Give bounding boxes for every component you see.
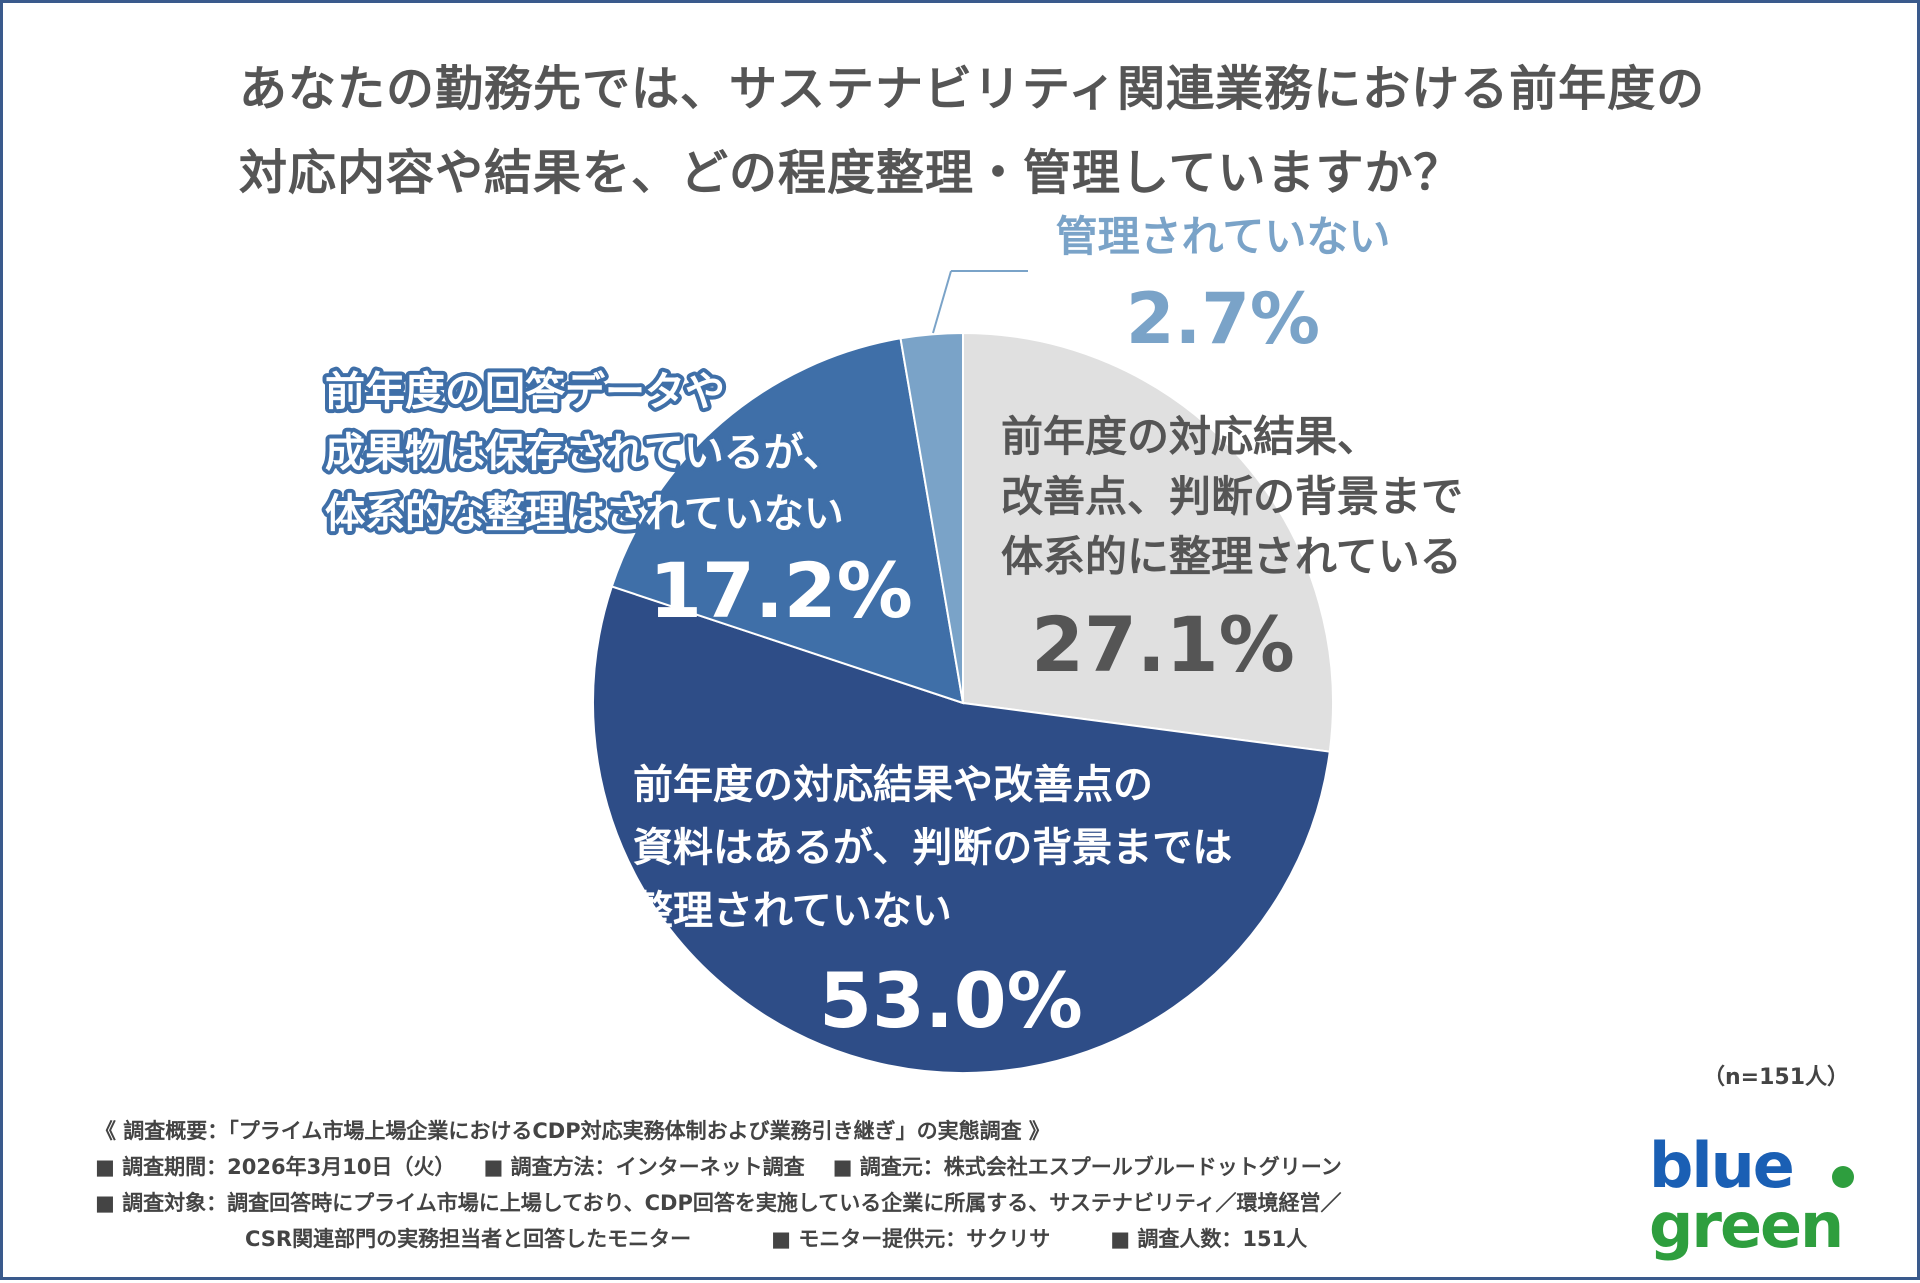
slice-label-3-line-1: 管理されていない	[1056, 212, 1391, 261]
footer-provider: ■ モニター提供元：サクリサ	[771, 1227, 1051, 1251]
logo-dot-icon	[1832, 1166, 1854, 1188]
logo-green-text: green	[1649, 1189, 1842, 1261]
footer-row-4: CSR関連部門の実務担当者と回答したモニター ■ モニター提供元：サクリサ ■ 調査…	[95, 1221, 1575, 1257]
pie-slice-2	[610, 337, 965, 705]
slice-label-1-line-1: 前年度の対応結果や改善点の	[633, 762, 1153, 808]
title-line-2: 対応内容や結果を、どの程度整理・管理していますか？	[239, 145, 1463, 201]
footer-period: ■ 調査期間：2026年3月10日（火）	[95, 1155, 456, 1179]
sample-size-label: （n=151人）	[1703, 1065, 1850, 1090]
slice-label-1-line-2: 資料はあるが、判断の背景までは	[633, 825, 1232, 871]
slice-label-0-line-1: 前年度の対応結果、	[1001, 412, 1379, 461]
pie-slice-3	[899, 331, 964, 704]
slice-value-1: 53.0%	[819, 956, 1083, 1045]
logo-blue-text: blue	[1649, 1131, 1793, 1202]
slice-label-2-line-1: 前年度の回答データや	[325, 369, 725, 415]
slice-label-0-line-3: 体系的に整理されている	[1001, 532, 1462, 581]
page-title: あなたの勤務先では、サステナビリティ関連業務における前年度の 対応内容や結果を、…	[239, 47, 1799, 215]
footer-organizer: ■ 調査元：株式会社エスプールブルードットグリーン	[832, 1155, 1342, 1179]
footer-count: ■ 調査人数：151人	[1110, 1227, 1308, 1251]
title-line-1: あなたの勤務先では、サステナビリティ関連業務における前年度の	[239, 61, 1706, 117]
bluegreen-logo: blue green	[1649, 1131, 1854, 1261]
pie-slice-0	[962, 331, 1334, 753]
pie-slice-1	[592, 585, 1331, 1074]
footer-row-2: ■ 調査期間：2026年3月10日（火） ■ 調査方法：インターネット調査 ■ 調査…	[95, 1149, 1575, 1185]
slice-value-0: 27.1%	[1031, 600, 1295, 689]
slice-value-2: 17.2%	[649, 546, 913, 635]
pie-chart: 前年度の対応結果、 改善点、判断の背景まで 体系的に整理されている 27.1% …	[321, 212, 1463, 1074]
footer-target: ■ 調査対象：調査回答時にプライム市場に上場しており、CDP回答を実施している企…	[95, 1191, 1342, 1215]
slice-label-0-line-2: 改善点、判断の背景まで	[1001, 472, 1463, 521]
slice-label-1-line-3: 整理されていない	[633, 888, 952, 934]
footer-summary: 《 調査概要：「プライム市場上場企業におけるCDP対応実務体制および業務引き継ぎ…	[95, 1119, 1050, 1143]
callout-leader-line	[932, 270, 952, 334]
pie-slices	[592, 331, 1334, 1074]
survey-footer: 《 調査概要：「プライム市場上場企業におけるCDP対応実務体制および業務引き継ぎ…	[95, 1113, 1575, 1257]
slice-value-3: 2.7%	[1126, 278, 1320, 360]
footer-method: ■ 調査方法：インターネット調査	[483, 1155, 805, 1179]
slice-label-2-line-2: 成果物は保存されているが、	[325, 430, 843, 476]
footer-target-cont: CSR関連部門の実務担当者と回答したモニター	[245, 1227, 692, 1251]
slice-label-2-line-3: 体系的な整理はされていない	[325, 491, 844, 537]
